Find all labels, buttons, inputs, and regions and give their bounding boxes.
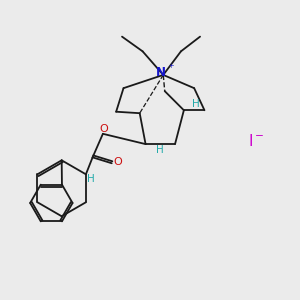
Text: N: N <box>156 66 166 79</box>
Text: O: O <box>99 124 108 134</box>
Text: H: H <box>192 99 200 109</box>
Text: O: O <box>114 157 123 167</box>
Text: I$^-$: I$^-$ <box>248 133 264 149</box>
Text: H: H <box>87 174 95 184</box>
Text: $^+$: $^+$ <box>167 63 175 74</box>
Text: H: H <box>156 145 164 155</box>
